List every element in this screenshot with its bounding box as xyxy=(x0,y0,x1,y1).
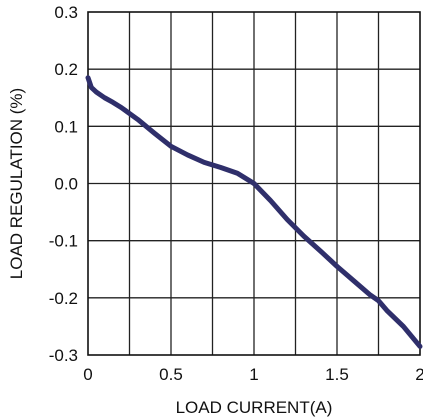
x-tick-label: 1.5 xyxy=(325,365,349,384)
y-tick-label: 0.3 xyxy=(54,3,78,22)
plot-frame xyxy=(87,11,421,356)
y-tick-label: -0.1 xyxy=(49,232,78,251)
plot-area xyxy=(85,75,423,349)
y-axis-label: LOAD REGULATION (%) xyxy=(7,88,26,279)
y-tick-label: -0.3 xyxy=(49,346,78,365)
x-axis-label: LOAD CURRENT(A) xyxy=(176,398,333,417)
x-tick-label: 1 xyxy=(249,365,258,384)
y-tick-label: -0.2 xyxy=(49,289,78,308)
grid-lines xyxy=(87,11,421,356)
x-tick-label: 2 xyxy=(415,365,423,384)
axis-ticks: 0 0.5 1 1.5 2 0.3 0.2 0.1 0.0 -0.1 -0.2 -0.3 xyxy=(49,3,423,384)
x-tick-label: 0.5 xyxy=(159,365,183,384)
series-line-1 xyxy=(85,75,423,349)
y-tick-label: 0.1 xyxy=(54,117,78,136)
y-tick-label: 0.2 xyxy=(54,60,78,79)
y-tick-label: 0.0 xyxy=(54,175,78,194)
x-tick-label: 0 xyxy=(83,365,92,384)
